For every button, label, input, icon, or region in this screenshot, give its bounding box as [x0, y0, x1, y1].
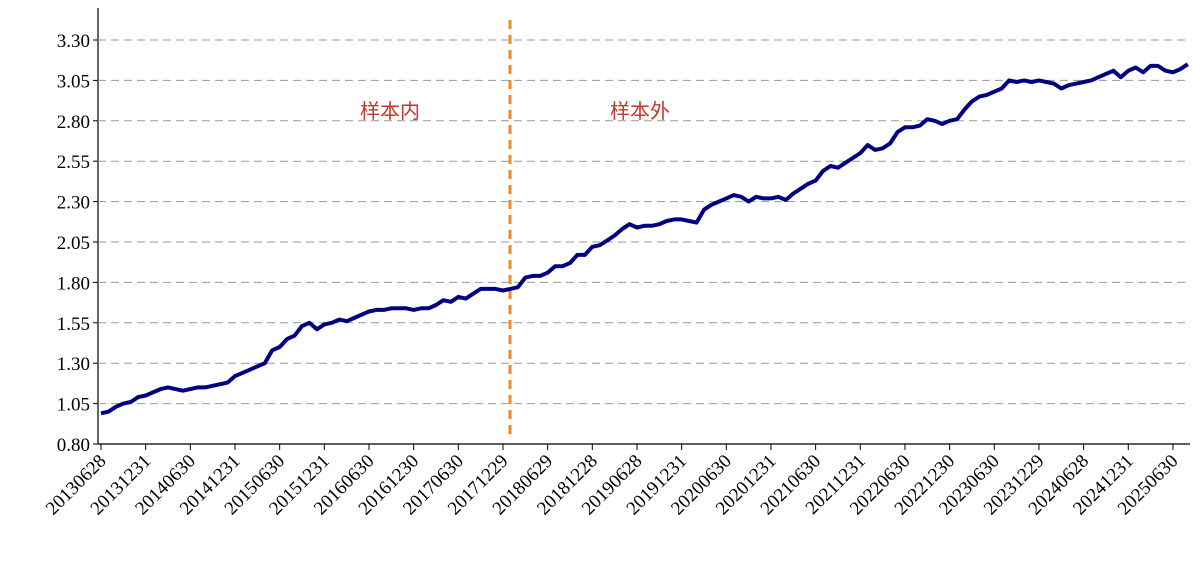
y-tick-label: 1.05	[57, 395, 90, 416]
y-tick-label: 1.80	[57, 273, 90, 294]
y-tick-label: 3.30	[57, 31, 90, 52]
y-tick-label: 1.55	[57, 314, 90, 335]
y-tick-label: 2.30	[57, 193, 90, 214]
y-tick-label: 0.80	[57, 435, 90, 456]
y-tick-label: 3.05	[57, 71, 90, 92]
annotation: 样本内	[360, 99, 420, 123]
y-tick-label: 2.55	[57, 152, 90, 173]
annotation: 样本外	[610, 99, 670, 123]
y-tick-label: 2.05	[57, 233, 90, 254]
y-tick-label: 1.30	[57, 354, 90, 375]
y-tick-label: 2.80	[57, 112, 90, 133]
line-series	[100, 62, 1189, 416]
